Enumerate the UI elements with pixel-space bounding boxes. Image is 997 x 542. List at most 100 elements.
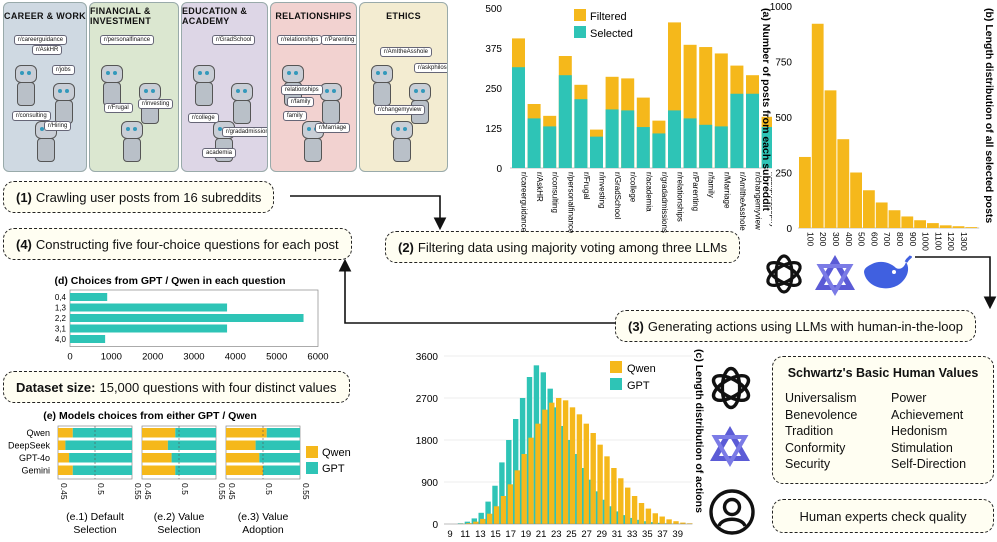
panel-title: FINANCIAL & INVESTMENT bbox=[90, 6, 152, 26]
y-tick-label: 1000 bbox=[770, 2, 793, 13]
subreddit-tag: r/AmItheAsshole bbox=[380, 47, 433, 57]
x-tick-label: 39 bbox=[672, 529, 683, 540]
bar-qwen bbox=[142, 428, 176, 438]
legend-gpt: GPT bbox=[627, 380, 650, 392]
x-tick-label: 11 bbox=[460, 529, 470, 540]
bar-gpt bbox=[72, 465, 132, 475]
bar-qwen bbox=[631, 496, 638, 524]
bar-qwen bbox=[58, 440, 66, 450]
panel-title: RELATIONSHIPS bbox=[275, 11, 352, 21]
x-tick-label: r/academia bbox=[644, 172, 653, 212]
value-conformity: Conformity bbox=[785, 440, 846, 455]
step-3-number: (3) bbox=[628, 318, 644, 334]
step-2-text: Filtering data using majority voting amo… bbox=[417, 239, 728, 255]
bar-qwen bbox=[673, 521, 679, 524]
schwartz-right-column: Power Achievement Hedonism Stimulation Self-… bbox=[891, 390, 966, 473]
x-tick-label: 21 bbox=[536, 529, 547, 540]
subreddit-tag: r/personalfinance bbox=[100, 35, 155, 45]
y-tick-label: 250 bbox=[775, 169, 792, 180]
bar-gpt bbox=[259, 453, 300, 463]
bar-gpt bbox=[492, 485, 498, 524]
robot-illustration bbox=[228, 83, 254, 129]
histogram-bar bbox=[811, 23, 824, 229]
y-tick-label: 0,4 bbox=[55, 293, 67, 302]
y-tick-label: 250 bbox=[485, 84, 502, 95]
chart-title: (a) Number of posts from each subreddit bbox=[760, 8, 772, 212]
y-tick-label: 0 bbox=[496, 164, 502, 175]
x-tick-label: r/AmItheAsshole bbox=[738, 172, 747, 231]
value-stimulation: Stimulation bbox=[891, 440, 953, 455]
subreddit-tag: r/gradadmissions bbox=[222, 127, 267, 137]
subreddit-tag: r/changemyview bbox=[374, 105, 426, 115]
x-tick-label: 0.5 bbox=[180, 483, 190, 495]
y-tick-label: 3,1 bbox=[55, 325, 67, 334]
y-tick-label: 4,0 bbox=[55, 335, 67, 344]
bar-gpt bbox=[175, 465, 216, 475]
bar bbox=[70, 303, 228, 312]
qwen-icon-2 bbox=[710, 426, 750, 467]
bar-gpt bbox=[72, 428, 132, 438]
y-tick-label: 0 bbox=[432, 520, 438, 531]
step-1-crawling: (1) Crawling user posts from 16 subreddit… bbox=[3, 181, 275, 213]
bar-qwen bbox=[680, 522, 686, 524]
histogram-bar bbox=[875, 202, 888, 228]
x-tick-label: 900 bbox=[908, 232, 918, 246]
dataset-size-box: Dataset size: 15,000 questions with four … bbox=[3, 371, 350, 403]
bar-gpt bbox=[478, 512, 484, 524]
step-4-number: (4) bbox=[16, 236, 32, 252]
histogram-bar bbox=[824, 90, 837, 228]
subreddit-tag: r/Parenting bbox=[321, 35, 356, 45]
x-tick-label: 300 bbox=[831, 232, 841, 246]
panel-financial-investment: FINANCIAL & INVESTMENT r/personalfinance r… bbox=[89, 2, 179, 172]
bar-qwen bbox=[583, 423, 589, 524]
subreddit-tag: family bbox=[283, 111, 307, 121]
value-universalism: Universalism bbox=[785, 391, 857, 405]
subreddit-tag: r/AskHR bbox=[32, 45, 63, 55]
panel-title: CAREER & WORK bbox=[4, 11, 86, 21]
bar-selected bbox=[730, 93, 744, 168]
x-tick-label: r/gradadmissions bbox=[660, 172, 669, 233]
model-label: DeepSeek bbox=[8, 441, 51, 451]
x-tick-label: 6000 bbox=[307, 352, 328, 363]
panel-relationships: RELATIONSHIPS r/relationships r/Parenting r… bbox=[270, 2, 357, 172]
x-tick-label: 15 bbox=[490, 529, 501, 540]
bar-gpt bbox=[255, 440, 300, 450]
human-expert-icon bbox=[709, 489, 755, 535]
legend-swatch-gpt bbox=[610, 378, 622, 390]
step-4-text: Constructing five four-choice questions … bbox=[35, 236, 339, 252]
chart-c-action-length: 0 900 1800 2700 3600 9 11 13 15 17 19 21 23 25 27 29 31 3… bbox=[416, 349, 705, 540]
bar-qwen bbox=[645, 508, 652, 524]
bar-qwen bbox=[226, 440, 256, 450]
chart-title: (b) Length distribution of all selected … bbox=[983, 8, 995, 223]
histogram-bar bbox=[863, 190, 875, 228]
bar-qwen bbox=[604, 456, 610, 524]
robot-illustration bbox=[118, 121, 144, 167]
x-tick-label: 2000 bbox=[142, 352, 163, 363]
human-check-text: Human experts check quality bbox=[799, 508, 967, 524]
x-tick-label: 9 bbox=[447, 529, 452, 540]
qwen-icon bbox=[815, 255, 855, 296]
model-label: Gemini bbox=[21, 466, 50, 476]
histogram-bar bbox=[939, 225, 952, 228]
x-tick-label: 0.5 bbox=[264, 483, 274, 495]
bar-qwen bbox=[493, 506, 500, 524]
subreddit-tag: r/consulting bbox=[12, 111, 51, 121]
bar-selected bbox=[590, 136, 603, 168]
model-label: Qwen bbox=[26, 428, 50, 438]
bar-qwen bbox=[226, 465, 263, 475]
bar-gpt bbox=[485, 501, 491, 524]
x-tick-label: 0.5 bbox=[96, 483, 106, 495]
robot-illustration bbox=[190, 65, 216, 111]
step-4-constructing: (4) Constructing five four-choice questio… bbox=[3, 228, 352, 260]
panel-title: ETHICS bbox=[386, 11, 421, 21]
bar-selected bbox=[574, 99, 588, 168]
bar-qwen bbox=[638, 503, 645, 524]
x-tick-label: 800 bbox=[895, 232, 905, 246]
value-power: Power bbox=[891, 391, 927, 405]
legend-swatch-gpt bbox=[306, 462, 318, 474]
x-tick-label: r/GradSchool bbox=[613, 172, 622, 219]
x-tick-label: 23 bbox=[551, 529, 562, 540]
legend-qwen: Qwen bbox=[322, 447, 351, 459]
bar-qwen bbox=[652, 513, 658, 524]
